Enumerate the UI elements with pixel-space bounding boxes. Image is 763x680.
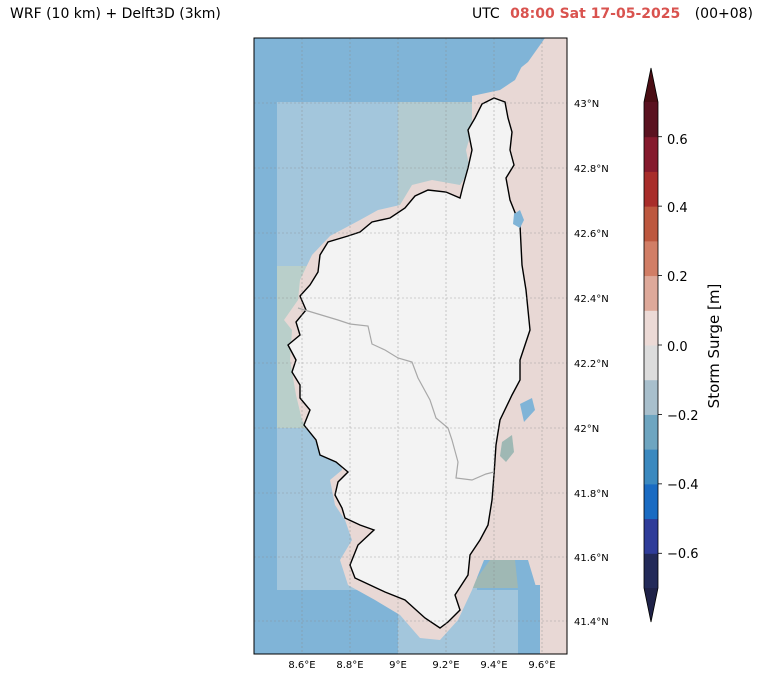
lat-tick-label: 42°N [574,424,599,435]
colorbar-label: Storm Surge [m] [705,284,723,409]
colorbar-tick-label: 0.2 [667,270,688,285]
colorbar-segment [644,345,658,381]
colorbar-segment [644,483,658,520]
lon-tick-label: 9.2°E [432,660,459,671]
map-frame [253,37,568,655]
lead-time: (00+08) [694,6,753,22]
lat-tick-label: 41.6°N [574,553,609,564]
sea-southeast-patch [518,585,540,654]
colorbar-segment [644,414,658,450]
colorbar-segment [644,240,658,277]
colorbar-segment [644,310,658,346]
map-plot-area [254,38,567,654]
colorbar-segment [644,136,658,172]
lat-tick-label: 42.4°N [574,294,609,305]
colorbar-tick-label: −0.2 [667,409,699,424]
colorbar-segment [644,102,658,138]
colorbar-tick-label: 0.0 [667,340,688,355]
colorbar-segment [644,275,658,311]
sea-east-blue-patch [498,38,545,78]
colorbar-segment [644,518,658,554]
colorbar-segment [644,171,658,207]
lon-tick-labels: 8.6°E 8.8°E 9°E 9.2°E 9.4°E 9.6°E [288,660,555,671]
colorbar-segment [644,379,658,415]
lat-tick-label: 41.8°N [574,489,609,500]
colorbar-tick-label: 0.4 [667,201,688,216]
colorbar-extend-low [644,588,658,622]
forecast-time: 08:00 Sat 17-05-2025 [510,6,681,22]
lon-tick-label: 9.6°E [528,660,555,671]
corsica-land [287,97,531,629]
lat-tick-label: 42.6°N [574,229,609,240]
colorbar-segment [644,449,658,485]
islet-east-2 [520,398,535,422]
figure-title-left: WRF (10 km) + Delft3D (3km) [10,6,221,22]
lat-tick-label: 43°N [574,99,599,110]
utc-prefix: UTC [471,6,500,22]
lat-tick-label: 41.4°N [574,617,609,628]
lat-tick-label: 42.8°N [574,164,609,175]
figure-title-right: UTC 08:00 Sat 17-05-2025 (00+08) [472,6,753,22]
colorbar-tick-labels: 0.6 0.4 0.2 0.0 −0.2 −0.4 −0.6 [667,133,699,562]
colorbar-frame [643,67,659,623]
gridlines [254,38,567,654]
lon-tick-label: 8.8°E [336,660,363,671]
colorbar-tick-label: −0.4 [667,478,699,493]
colorbar [643,67,662,623]
colorbar-segment [644,553,658,589]
islet-east-3 [500,435,514,462]
colorbar-extend-high [644,68,658,102]
lon-tick-label: 8.6°E [288,660,315,671]
islet-east-1 [513,210,524,228]
lon-tick-label: 9°E [389,660,407,671]
colorbar-segment [644,206,658,242]
colorbar-tick-label: −0.6 [667,547,699,562]
lon-tick-label: 9.4°E [480,660,507,671]
lat-tick-label: 42.2°N [574,359,609,370]
lat-tick-labels: 43°N 42.8°N 42.6°N 42.4°N 42.2°N 42°N 41… [574,99,609,628]
colorbar-tick-label: 0.6 [667,133,688,148]
